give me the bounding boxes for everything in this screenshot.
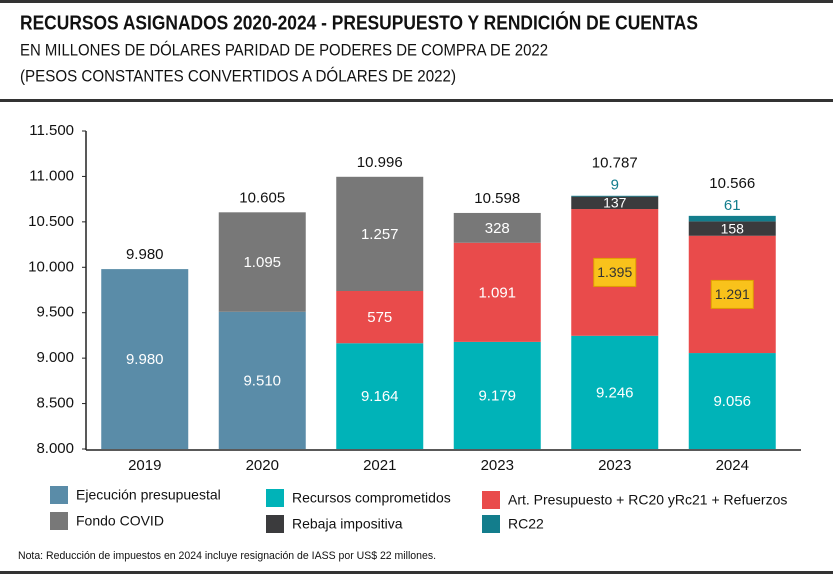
- bar-segment: [336, 343, 424, 449]
- label-box: [710, 279, 754, 309]
- bar-segment: [453, 341, 541, 449]
- legend-swatch: [266, 489, 284, 507]
- bar-segment: [453, 212, 541, 243]
- subtitle: (PESOS CONSTANTES CONVERTIDOS A DÓLARES …: [20, 66, 456, 85]
- value-label: 575: [367, 309, 392, 326]
- value-label: 9.246: [596, 384, 634, 401]
- value-label: 328: [485, 220, 510, 237]
- bar-segment: [336, 176, 424, 291]
- bar-segment: [218, 311, 306, 449]
- legend-swatch: [482, 491, 500, 509]
- legend-label: Ejecución presupuestal: [76, 487, 221, 503]
- top-rule: [0, 0, 833, 3]
- bar-segment: [571, 196, 659, 210]
- y-tick-label: 9.000: [36, 349, 74, 366]
- y-tick-label: 10.000: [28, 258, 74, 275]
- total-label: 9.980: [126, 246, 164, 263]
- bar-segment: [571, 195, 659, 197]
- y-tick-label: 11.000: [29, 167, 74, 184]
- subtitle: EN MILLONES DE DÓLARES PARIDAD DE PODERE…: [20, 40, 548, 59]
- bar-segment: [688, 221, 776, 236]
- value-label: 1.257: [361, 226, 399, 243]
- bar-segment: [688, 215, 776, 222]
- legend-swatch: [50, 512, 68, 530]
- y-tick-label: 8.500: [36, 395, 74, 412]
- bar-segment: [218, 212, 306, 312]
- value-label: 9.510: [243, 372, 281, 389]
- legend-label: RC22: [508, 516, 544, 532]
- value-label: 61: [724, 197, 741, 214]
- bar-segment: [453, 242, 541, 342]
- total-label: 10.787: [592, 155, 638, 172]
- x-tick-label: 2024: [716, 457, 749, 474]
- y-tick-label: 9.500: [36, 304, 74, 321]
- note: Nota: Reducción de impuestos en 2024 inc…: [18, 550, 436, 562]
- x-tick-label: 2023: [481, 457, 514, 474]
- value-label: 158: [721, 220, 745, 236]
- value-label: 1.091: [478, 284, 516, 301]
- bar-segment: [101, 269, 189, 449]
- value-label: 9: [611, 177, 619, 194]
- legend-label: Rebaja impositiva: [292, 516, 403, 532]
- label-box: [593, 257, 637, 287]
- legend-label: Fondo COVID: [76, 513, 164, 529]
- header-rule: [0, 99, 833, 102]
- y-tick-label: 11.500: [29, 122, 74, 139]
- total-label: 10.996: [357, 154, 403, 171]
- total-label: 10.566: [709, 175, 755, 192]
- value-label: 1.095: [243, 254, 281, 271]
- x-tick-label: 2020: [246, 457, 279, 474]
- value-label: 9.056: [713, 393, 751, 410]
- bar-segment: [688, 353, 776, 449]
- y-tick-label: 8.000: [36, 440, 74, 457]
- x-tick-label: 2019: [128, 457, 161, 474]
- legend-label: Art. Presupuesto + RC20 yRc21 + Refuerzo…: [508, 492, 787, 508]
- y-tick-label: 10.500: [28, 213, 74, 230]
- legend-swatch: [50, 486, 68, 504]
- legend-label: Recursos comprometidos: [292, 490, 451, 506]
- x-tick-label: 2023: [598, 457, 631, 474]
- value-label: 137: [603, 195, 627, 211]
- bar-segment: [336, 290, 424, 344]
- total-label: 10.605: [239, 189, 285, 206]
- legend-swatch: [482, 515, 500, 533]
- value-label: 1.395: [597, 264, 632, 280]
- bar-segment: [571, 335, 659, 449]
- chart-title: RECURSOS ASIGNADOS 2020-2024 - PRESUPUES…: [20, 10, 698, 34]
- x-tick-label: 2021: [363, 457, 396, 474]
- legend-swatch: [266, 515, 284, 533]
- bottom-rule: [0, 571, 833, 574]
- value-label: 9.980: [126, 351, 164, 368]
- value-label: 1.291: [715, 286, 750, 302]
- total-label: 10.598: [474, 190, 520, 207]
- value-label: 9.164: [361, 388, 399, 405]
- value-label: 9.179: [478, 387, 516, 404]
